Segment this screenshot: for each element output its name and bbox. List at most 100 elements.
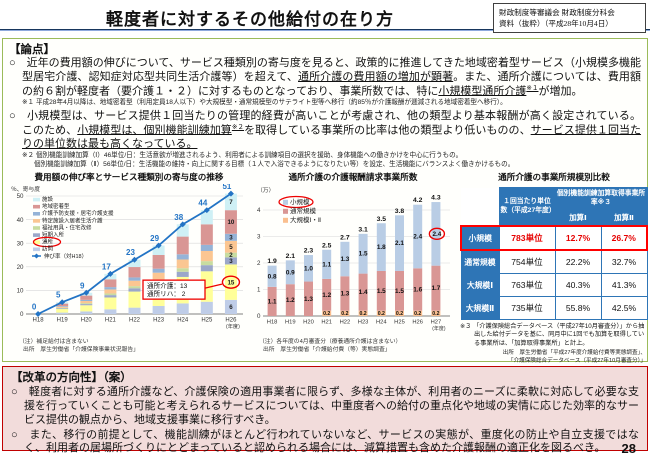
- table-row: 小規模 783単位 12.7% 26.7%: [460, 225, 648, 252]
- bar-segment: [104, 293, 117, 296]
- segment-value-label: 7: [229, 199, 233, 206]
- offices-chart-panel: 通所介護の介護報酬請求事業所数 0 1 2 3 4 （万） 1.9 H18 2.1 H19 2.3 H…: [249, 171, 457, 365]
- legend-swatch: [33, 240, 40, 245]
- bar-segment: [104, 289, 117, 294]
- bar-segment: [285, 284, 295, 317]
- underlined-text: 小規模型通所介護: [438, 85, 527, 98]
- bar-segment: [80, 301, 93, 304]
- text-segment: ○ 小規模型は、サービス提供１回当たりの管理的経費が高いことが考慮され、他の類型…: [9, 109, 641, 137]
- bar-segment: [358, 234, 368, 274]
- segment-value-label: 0.9: [286, 269, 295, 276]
- page-title: 軽度者に対するその他給付の在り方: [106, 10, 394, 29]
- segment-value-label: 0.2: [341, 311, 348, 317]
- underlined-text: ※１: [526, 84, 539, 92]
- bar-segment: [128, 259, 141, 268]
- segment-value-label: 0.2: [414, 311, 421, 317]
- bar-segment: [224, 193, 237, 211]
- growth-chart-source: 出所 厚生労働省「介護保険事業状況報告」: [23, 346, 139, 353]
- table-row: 大規模Ⅰ 763単位 40.3% 41.3%: [460, 273, 648, 298]
- bar-segment: [104, 295, 117, 298]
- legend-swatch: [33, 205, 40, 209]
- bar-segment: [224, 240, 237, 253]
- underlined-text: サービス提供１回当たりの単位数は最も高くなっている。: [22, 124, 642, 151]
- bar-segment: [224, 299, 237, 315]
- callout-text: 通所介護：13: [147, 281, 188, 290]
- bar-segment: [304, 255, 313, 282]
- segment-value-label: 1.4: [359, 289, 368, 296]
- segment-value-label: 5: [229, 244, 233, 251]
- footnote-1: ※１ 平成28年4月以降は、地域密着型（利用定員18人以下）や大規模型・通常規模…: [22, 99, 507, 107]
- bar-segment: [224, 257, 237, 265]
- offices-chart-title: 通所介護の介護報酬請求事業所数: [288, 172, 418, 183]
- comparison-table: １回当たり単位数（平成27年度） 個別機能訓練加算取得事業所率※３ 加算Ⅰ 加算…: [460, 187, 648, 321]
- total-value-label: 2.7: [340, 234, 350, 241]
- bar-segment: [395, 215, 404, 272]
- bar-segment: [176, 303, 189, 315]
- x-tick-label: H24: [376, 320, 387, 326]
- bar-segment: [267, 287, 277, 317]
- issues-section: 【論点】 ○ 近年の費用額の伸びについて、サービス種類別の寄与度を見ると、政策的…: [2, 38, 648, 365]
- offices-chart: 0 1 2 3 4 （万） 1.9 H18 2.1 H19 2.3 H20 2.5 H21 2.7 H22 3.…: [257, 187, 450, 332]
- legend-swatch: [283, 217, 288, 223]
- x-tick-label: H22: [340, 320, 351, 326]
- total-value-label: 1.9: [267, 258, 277, 265]
- line-marker: [35, 311, 42, 318]
- bar-segment: [80, 299, 93, 302]
- bar-segment: [322, 249, 332, 280]
- comparison-table-panel: 通所介護の事業所規模別比較 １回当たり単位数（平成27年度） 個別機能訓練加算取…: [457, 171, 648, 365]
- corner-cell: [461, 187, 499, 227]
- red-circle-annotation: [32, 236, 62, 248]
- table-cell: 754単位: [498, 249, 556, 275]
- segment-value-label: 1.7: [431, 285, 440, 292]
- line-value-label: 51: [222, 184, 231, 191]
- x-tick-label: H26: [412, 320, 423, 326]
- issue-bullet-2: ○ 小規模型は、サービス提供１回当たりの管理的経費が高いことが考慮され、他の類型…: [9, 110, 641, 152]
- source-line: 財政制度等審議会 財政制度分科会: [499, 8, 615, 17]
- legend-swatch: [33, 219, 40, 223]
- segment-value-label: 0.2: [432, 311, 439, 317]
- x-tick-label: H24: [177, 318, 189, 324]
- text-segment: を取得している事業所の比率は他の類型より低いものの、: [244, 124, 531, 137]
- table-cell: 41.3%: [600, 273, 648, 298]
- reform-direction-section: 【改革の方向性】（案） ○ 軽度者に対する通所介護など、介護保険の適用事業者に限…: [2, 366, 648, 454]
- x-tick-label: H20: [81, 318, 93, 324]
- legend-label: 福祉用具・住宅改修: [42, 224, 92, 232]
- segment-value-label: 1.6: [413, 287, 422, 294]
- bar-segment: [267, 265, 277, 288]
- callout-box: [142, 279, 206, 300]
- segment-value-label: 1.5: [395, 288, 404, 295]
- y-tick-label: 10: [17, 288, 24, 295]
- bar-segment: [285, 260, 295, 285]
- total-value-label: 3.1: [358, 227, 368, 234]
- bar-segment: [322, 279, 332, 311]
- table-cell: 32.7%: [600, 249, 648, 275]
- bar-segment: [56, 308, 69, 310]
- bar-segment: [431, 310, 441, 317]
- legend-label: 訪問: [42, 245, 54, 253]
- charts-row: 費用額の伸び率とサービス種類別の寄与度の推移 0 10 20 30 40 50 ％、寄与度 H…: [9, 171, 648, 365]
- y-tick-label: 50: [17, 193, 24, 200]
- bar-segment: [413, 204, 423, 269]
- legend-swatch: [33, 226, 40, 230]
- table-cell: 783単位: [498, 225, 556, 252]
- segment-value-label: 1.2: [322, 292, 331, 299]
- legend-label: 大規模Ⅰ・Ⅱ: [290, 215, 321, 224]
- segment-value-label: 1.2: [286, 297, 295, 304]
- legend-swatch: [33, 233, 40, 238]
- legend-swatch: [283, 199, 288, 205]
- bar-segment: [128, 288, 141, 292]
- bar-segment: [200, 265, 213, 272]
- kasan2-header: 加算Ⅱ: [600, 209, 648, 227]
- bar-segment: [304, 281, 313, 317]
- legend-swatch: [33, 247, 40, 252]
- x-axis-suffix: (年度): [226, 322, 240, 330]
- row-label: 小規模: [460, 225, 500, 252]
- bar-segment: [176, 268, 189, 272]
- segment-value-label: 2.1: [395, 240, 404, 247]
- bar-segment: [176, 236, 189, 255]
- bar-segment: [104, 279, 117, 288]
- bar-segment: [104, 297, 117, 310]
- bar-segment: [104, 309, 117, 315]
- bar-segment: [322, 310, 332, 317]
- segment-value-label: 6: [229, 304, 233, 311]
